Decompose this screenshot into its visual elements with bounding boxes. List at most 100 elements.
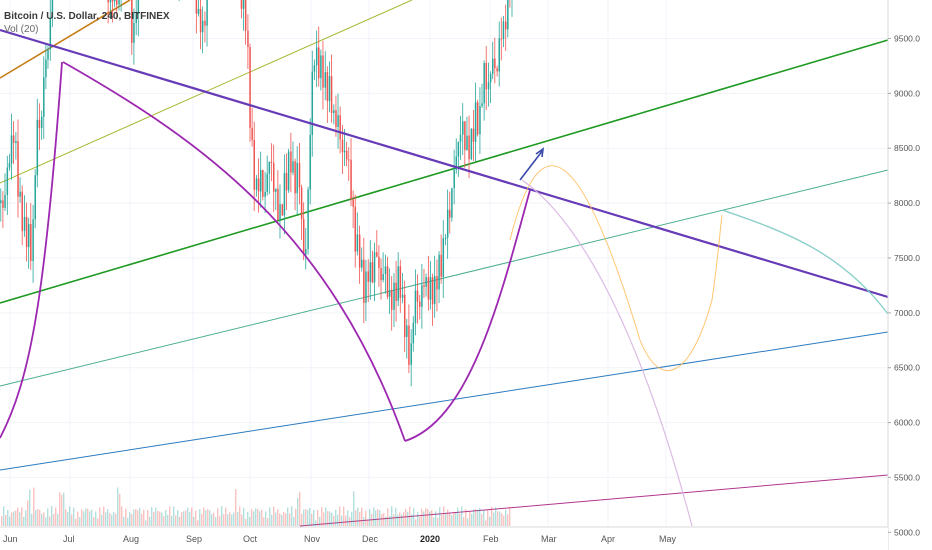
volume-bar xyxy=(91,509,93,526)
chart-legend: Bitcoin / U.S. Dollar, 240, BITFINEX Vol… xyxy=(4,10,170,36)
volume-bar xyxy=(427,508,429,526)
volume-bar xyxy=(313,510,315,526)
candle xyxy=(433,275,436,305)
candle xyxy=(343,150,346,153)
volume-bar xyxy=(29,489,31,526)
candle xyxy=(449,209,451,218)
volume-bar xyxy=(347,510,349,526)
price-tick-label: 6000.0 xyxy=(894,418,920,428)
volume-bar xyxy=(179,516,181,526)
volume-bar xyxy=(469,511,471,526)
volume-bar xyxy=(205,510,207,526)
candle xyxy=(206,0,208,26)
volume-bar xyxy=(95,511,97,526)
volume-bar xyxy=(97,518,99,526)
volume-bar xyxy=(37,509,39,526)
volume-bar xyxy=(211,514,213,526)
volume-bar xyxy=(413,507,415,526)
volume-bar xyxy=(47,508,49,526)
volume-bar xyxy=(279,513,281,526)
volume-bar xyxy=(209,510,211,526)
volume-bar xyxy=(169,506,171,526)
candle xyxy=(281,204,284,216)
candle xyxy=(38,119,41,129)
candle xyxy=(481,103,483,106)
candle xyxy=(395,282,397,301)
volume-bar xyxy=(443,506,445,526)
volume-bar xyxy=(255,508,257,526)
candle xyxy=(116,0,118,5)
candle xyxy=(4,194,6,208)
candle xyxy=(505,21,507,30)
volume-bar xyxy=(425,508,427,526)
volume-bar xyxy=(187,507,189,526)
candle xyxy=(242,0,245,9)
volume-bar xyxy=(453,511,455,526)
volume-bar xyxy=(283,511,285,526)
candle xyxy=(266,173,268,192)
volume-bar xyxy=(467,518,469,526)
volume-bar xyxy=(437,517,439,526)
volume-bar xyxy=(269,507,271,526)
volume-bar xyxy=(287,507,289,526)
candle xyxy=(376,252,378,257)
volume-bar xyxy=(509,506,511,526)
volume-bar xyxy=(41,514,43,526)
parabola-up xyxy=(404,189,531,442)
volume-bar xyxy=(21,507,23,526)
candle xyxy=(49,17,52,50)
candle xyxy=(361,259,363,268)
volume-bar xyxy=(51,506,53,526)
candle xyxy=(416,290,419,302)
volume-bar xyxy=(135,509,137,526)
volume-bar xyxy=(353,491,355,526)
candle xyxy=(476,102,479,135)
candle xyxy=(197,8,200,14)
volume-bar xyxy=(305,509,307,526)
candle xyxy=(298,162,301,188)
volume-bar xyxy=(131,514,133,526)
volume-bar xyxy=(245,519,247,526)
volume-bar xyxy=(215,517,217,526)
volume-bar xyxy=(127,517,129,526)
candle xyxy=(337,115,339,127)
volume-bar xyxy=(403,512,405,526)
candle xyxy=(268,161,271,174)
volume-bar xyxy=(321,507,323,526)
candle xyxy=(251,127,253,140)
volume-bar xyxy=(137,510,139,526)
volume-bar xyxy=(61,494,63,526)
volume-bar xyxy=(409,506,411,526)
volume-bar xyxy=(85,508,87,526)
volume-bar xyxy=(63,492,65,526)
candle xyxy=(350,159,352,200)
candle xyxy=(247,30,249,48)
volume-bar xyxy=(277,509,279,526)
volume-bar xyxy=(55,507,57,526)
price-tick-label: 7500.0 xyxy=(894,253,920,263)
volume-bar xyxy=(87,508,89,526)
volume-bar xyxy=(183,511,185,526)
candle xyxy=(457,141,460,157)
volume-bar xyxy=(267,518,269,526)
volume-bar xyxy=(473,509,475,526)
volume-bar xyxy=(239,506,241,526)
time-axis-panel xyxy=(0,527,888,550)
volume-bar xyxy=(93,517,95,526)
volume-bar xyxy=(109,513,111,526)
candle xyxy=(341,139,344,153)
volume-bar xyxy=(235,489,237,526)
volume-bar xyxy=(175,515,177,526)
volume-indicator-label[interactable]: Vol (20) xyxy=(4,24,39,35)
volume-bar xyxy=(447,509,449,526)
volume-bar xyxy=(399,512,401,526)
volume-bar xyxy=(459,513,461,526)
volume-bar xyxy=(213,512,215,526)
volume-bar xyxy=(117,487,119,526)
chart-title[interactable]: Bitcoin / U.S. Dollar, 240, BITFINEX xyxy=(4,11,170,22)
candle xyxy=(113,0,116,2)
candle xyxy=(283,173,286,216)
volume-bar xyxy=(75,518,77,526)
